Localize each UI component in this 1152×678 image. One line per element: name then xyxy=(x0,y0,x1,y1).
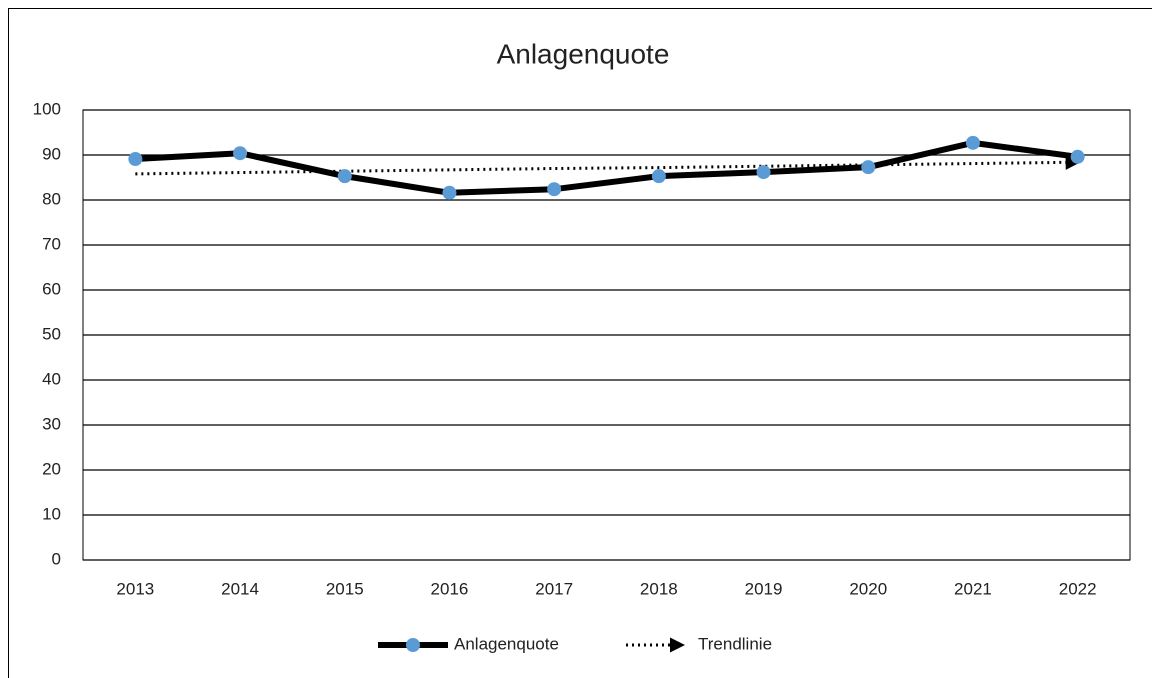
y-tick-label: 80 xyxy=(42,189,61,208)
x-tick-label: 2019 xyxy=(745,579,783,598)
y-tick-label: 60 xyxy=(42,279,61,298)
data-point xyxy=(756,165,771,180)
data-point xyxy=(1070,149,1085,164)
trend-line xyxy=(135,154,1081,176)
x-tick-label: 2022 xyxy=(1059,579,1097,598)
y-tick-label: 70 xyxy=(42,234,61,253)
y-tick-label: 50 xyxy=(42,324,61,343)
legend-label: Trendlinie xyxy=(698,634,772,653)
y-tick-label: 20 xyxy=(42,459,61,478)
data-point xyxy=(651,169,666,184)
x-tick-label: 2017 xyxy=(535,579,573,598)
chart-title: Anlagenquote xyxy=(497,38,670,69)
x-tick-label: 2021 xyxy=(954,579,992,598)
x-tick-label: 2018 xyxy=(640,579,678,598)
data-point xyxy=(128,152,143,167)
x-tick-label: 2014 xyxy=(221,579,259,598)
y-tick-label: 40 xyxy=(42,369,61,388)
y-tick-label: 30 xyxy=(42,414,61,433)
data-point xyxy=(547,182,562,197)
x-tick-label: 2016 xyxy=(431,579,469,598)
x-tick-label: 2020 xyxy=(849,579,887,598)
legend-label: Anlagenquote xyxy=(454,634,559,653)
chart-frame xyxy=(8,8,1152,678)
x-tick-label: 2013 xyxy=(116,579,154,598)
legend-marker xyxy=(406,638,420,652)
data-point xyxy=(442,185,457,200)
data-point xyxy=(337,169,352,184)
y-tick-label: 10 xyxy=(42,504,61,523)
y-tick-label: 100 xyxy=(33,99,61,118)
data-point xyxy=(233,146,248,161)
data-point xyxy=(861,160,876,175)
data-line xyxy=(135,139,1079,196)
data-point xyxy=(965,135,980,150)
x-tick-label: 2015 xyxy=(326,579,364,598)
y-tick-label: 90 xyxy=(42,144,61,163)
y-tick-label: 0 xyxy=(52,549,61,568)
